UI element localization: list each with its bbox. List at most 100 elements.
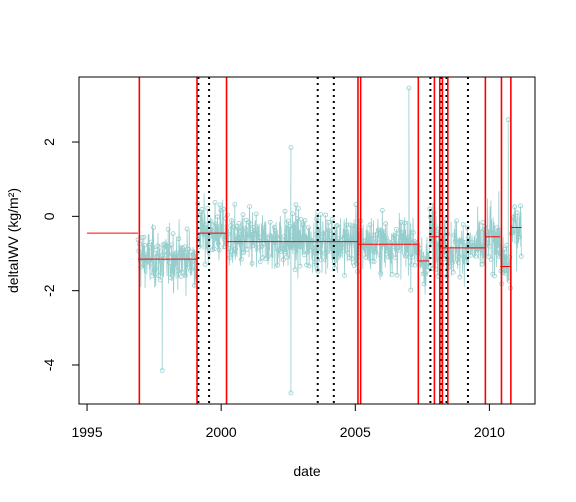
data-point — [419, 252, 424, 258]
data-point — [179, 269, 185, 275]
data-point — [377, 252, 383, 258]
data-point — [351, 235, 356, 241]
data-point — [253, 211, 259, 217]
data-point — [326, 219, 332, 225]
data-point — [368, 236, 374, 242]
data-point — [200, 225, 206, 230]
data-point — [502, 254, 508, 260]
data-point — [397, 247, 403, 253]
data-point — [156, 273, 162, 278]
data-point — [231, 224, 237, 230]
data-point — [505, 260, 511, 266]
data-point — [451, 232, 457, 238]
data-point — [426, 264, 432, 270]
data-point — [254, 227, 260, 233]
data-point — [284, 241, 290, 247]
data-point — [236, 220, 242, 226]
data-point — [280, 242, 285, 248]
data-point — [369, 245, 375, 251]
data-point — [294, 244, 300, 249]
data-point — [202, 261, 208, 267]
data-point — [303, 235, 309, 241]
data-point — [378, 270, 384, 276]
data-point — [271, 240, 276, 245]
data-point — [422, 270, 428, 276]
data-point — [149, 273, 155, 279]
data-point — [340, 248, 346, 254]
data-point — [173, 250, 179, 256]
data-point — [280, 257, 286, 263]
data-point — [183, 250, 189, 255]
data-point — [271, 224, 277, 230]
data-point — [218, 207, 224, 213]
data-point — [201, 219, 206, 225]
data-point — [493, 249, 499, 255]
x-tick-label: 2005 — [340, 424, 371, 440]
x-axis-title: date — [293, 463, 320, 479]
data-point — [224, 212, 230, 218]
y-tick-label: -4 — [41, 359, 57, 372]
data-point — [295, 216, 301, 222]
data-point — [479, 261, 485, 267]
data-point — [491, 273, 497, 279]
data-point — [393, 226, 399, 232]
data-point — [518, 253, 524, 259]
data-point — [193, 276, 199, 282]
data-point — [182, 273, 188, 279]
data-point — [374, 232, 380, 237]
data-point — [305, 225, 311, 230]
data-point — [204, 222, 210, 228]
data-point — [389, 271, 395, 277]
data-point — [332, 248, 338, 254]
data-point — [476, 229, 482, 235]
data-point — [323, 249, 329, 255]
data-point — [266, 253, 271, 259]
x-tick-label: 1995 — [71, 424, 102, 440]
data-point — [424, 255, 430, 261]
data-point — [257, 259, 263, 265]
data-point — [411, 238, 417, 244]
data-point — [304, 262, 310, 268]
data-point — [392, 233, 398, 238]
data-point — [235, 226, 241, 232]
data-point — [308, 238, 314, 243]
data-point — [486, 254, 492, 260]
data-point — [190, 251, 196, 257]
data-point — [169, 242, 174, 248]
data-point — [319, 234, 325, 240]
data-point — [448, 249, 454, 255]
data-point — [310, 246, 316, 252]
data-point — [501, 246, 507, 252]
data-point — [262, 256, 268, 262]
data-point — [475, 231, 481, 237]
data-point — [159, 368, 165, 374]
data-point — [291, 224, 296, 230]
data-point — [517, 234, 523, 240]
data-point — [514, 210, 520, 216]
data-point — [376, 227, 382, 233]
data-point — [198, 209, 204, 215]
data-point — [365, 233, 371, 239]
data-point — [242, 235, 248, 241]
data-point — [342, 227, 348, 233]
data-point — [282, 208, 288, 214]
data-point — [269, 236, 275, 242]
data-point — [373, 249, 379, 255]
breakpoint-layer — [138, 77, 512, 404]
data-point — [410, 254, 415, 260]
axis-layer: 1995 2000 2005 2010 -4 -2 0 2 — [41, 138, 505, 440]
data-point — [284, 254, 290, 260]
data-point — [390, 244, 396, 250]
data-point — [244, 246, 250, 252]
data-point — [243, 226, 248, 231]
data-point — [285, 218, 291, 224]
data-point — [275, 262, 281, 268]
data-point — [423, 271, 429, 277]
x-tick-label: 2000 — [206, 424, 237, 440]
data-point — [147, 260, 153, 266]
data-point — [347, 222, 353, 228]
data-point — [156, 245, 162, 251]
data-point — [318, 257, 324, 263]
data-point — [323, 212, 329, 218]
